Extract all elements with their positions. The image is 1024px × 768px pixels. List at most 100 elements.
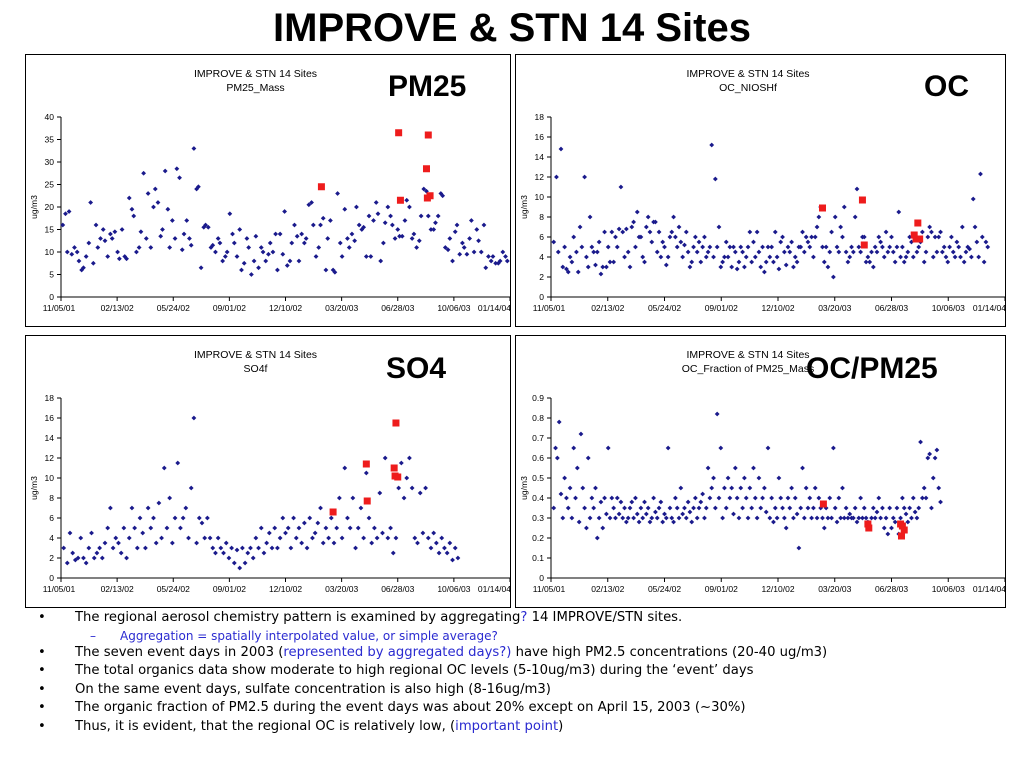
data-point	[328, 515, 334, 521]
data-point	[172, 515, 178, 521]
data-point	[780, 234, 785, 240]
data-point	[358, 505, 364, 511]
data-point	[172, 236, 178, 241]
data-point	[771, 259, 776, 265]
data-point	[685, 499, 691, 505]
y-tick-label: 14	[535, 152, 545, 162]
data-point	[587, 515, 593, 521]
data-point	[91, 555, 97, 561]
data-point	[404, 197, 410, 203]
data-point	[816, 495, 822, 501]
data-point	[811, 505, 816, 511]
y-tick-label: 25	[45, 180, 55, 190]
data-point	[560, 515, 566, 521]
y-axis-label: ug/m3	[29, 195, 39, 219]
y-tick-label: 10	[45, 473, 55, 483]
data-point	[698, 259, 704, 265]
chart-title: IMPROVE & STN 14 Sites	[686, 68, 809, 80]
event-point	[329, 508, 337, 516]
data-point	[576, 519, 582, 525]
data-point	[614, 495, 620, 501]
data-point	[404, 475, 410, 481]
data-point	[242, 560, 248, 566]
data-point	[752, 254, 758, 260]
data-point	[633, 244, 638, 250]
data-point	[562, 475, 568, 481]
data-point	[703, 254, 709, 260]
data-point	[345, 236, 350, 241]
data-point	[934, 249, 940, 255]
data-point	[272, 525, 278, 531]
data-point	[345, 515, 350, 521]
data-point	[898, 254, 903, 260]
data-point	[318, 505, 323, 511]
data-point	[889, 525, 894, 531]
data-point	[830, 445, 836, 451]
x-tick-label: 09/01/02	[213, 584, 246, 594]
event-point	[819, 500, 827, 508]
data-point	[643, 511, 649, 517]
data-point	[838, 224, 844, 230]
data-point	[907, 505, 913, 511]
data-point	[258, 245, 264, 250]
text-run: Thus, it is evident, that the regional O…	[75, 718, 456, 734]
data-point	[761, 269, 767, 275]
data-point	[239, 545, 245, 551]
data-point	[787, 249, 793, 255]
data-point	[947, 244, 953, 250]
data-point	[116, 256, 122, 262]
data-point	[277, 231, 283, 237]
data-point	[629, 224, 635, 230]
data-point	[872, 515, 878, 521]
data-point	[876, 495, 882, 501]
data-point	[349, 231, 355, 237]
data-point	[676, 224, 682, 230]
data-point	[105, 254, 111, 259]
bullet-text: Aggregation = spatially interpolated val…	[120, 628, 498, 644]
data-point	[967, 246, 972, 252]
data-point	[680, 511, 686, 517]
data-point	[769, 495, 775, 501]
data-point	[589, 244, 595, 250]
data-point	[618, 184, 624, 190]
data-point	[858, 495, 864, 501]
sub-bullet-item: – Aggregation = spatially interpolated va…	[38, 628, 1008, 644]
data-point	[672, 234, 678, 240]
data-point	[702, 234, 707, 240]
data-point	[270, 249, 276, 255]
data-point	[207, 535, 213, 541]
data-point	[107, 231, 113, 237]
data-point	[263, 258, 269, 264]
data-point	[736, 259, 742, 265]
page-title: IMPROVE & STN 14 Sites	[273, 6, 751, 50]
data-point	[651, 495, 657, 501]
data-point	[224, 249, 230, 255]
data-point	[692, 495, 698, 501]
data-point	[363, 254, 369, 259]
data-point	[850, 515, 856, 521]
data-point	[742, 264, 747, 270]
y-tick-label: 18	[535, 112, 545, 122]
data-point	[393, 535, 399, 541]
data-point	[409, 485, 415, 491]
data-point	[289, 240, 295, 246]
data-point	[282, 209, 288, 214]
data-point	[455, 555, 461, 561]
data-point	[620, 515, 626, 521]
data-point	[579, 244, 585, 250]
data-point	[476, 238, 481, 244]
data-point	[237, 565, 243, 571]
event-point	[897, 532, 905, 540]
data-point	[75, 555, 81, 561]
data-point	[803, 485, 809, 491]
data-point	[215, 236, 221, 241]
data-point	[560, 264, 566, 270]
data-point	[488, 258, 494, 264]
data-point	[156, 500, 162, 506]
data-point	[720, 259, 726, 265]
x-tick-label: 06/28/03	[875, 303, 908, 313]
data-point	[978, 171, 983, 177]
y-tick-label: 16	[535, 132, 545, 142]
data-point	[725, 254, 731, 260]
x-tick-label: 11/05/01	[43, 303, 76, 313]
